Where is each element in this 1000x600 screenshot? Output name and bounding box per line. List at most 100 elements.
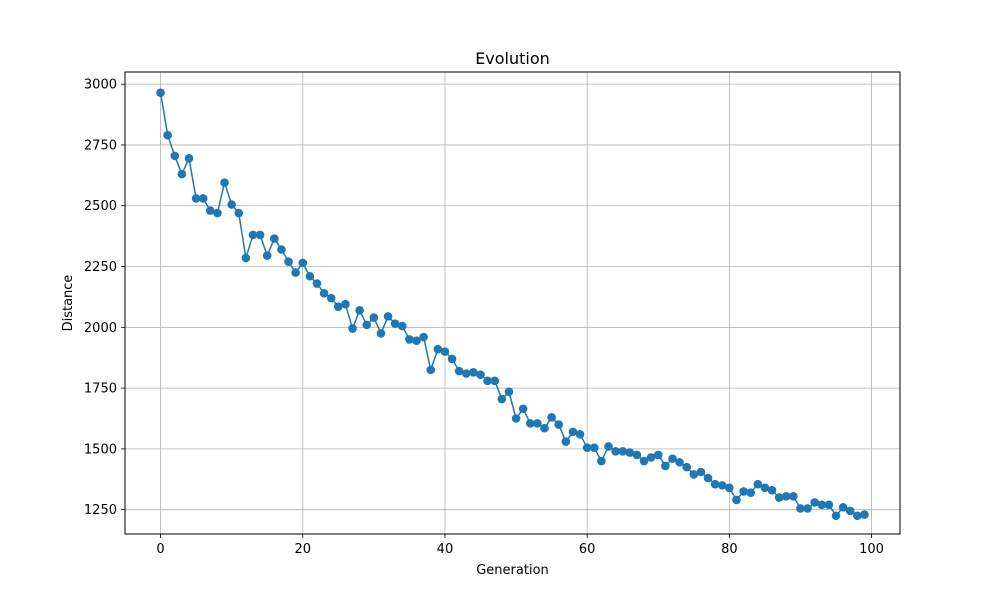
data-point — [710, 479, 720, 489]
data-point — [440, 347, 450, 356]
y-tick-label: 1250 — [84, 503, 117, 518]
data-point — [326, 293, 336, 303]
data-point — [589, 443, 599, 452]
data-point — [447, 354, 457, 364]
data-point — [810, 498, 819, 507]
y-axis-label: Distance — [61, 275, 76, 332]
data-point — [362, 320, 372, 330]
data-point — [348, 324, 357, 333]
plot-frame — [124, 71, 901, 535]
chart-title: Evolution — [475, 49, 550, 68]
data-point — [540, 423, 549, 433]
data-point — [838, 502, 848, 512]
data-point — [547, 412, 556, 422]
data-point — [725, 483, 734, 493]
y-tick-label: 2250 — [84, 260, 117, 275]
data-point — [582, 443, 592, 452]
data-point — [277, 245, 286, 254]
data-point — [518, 404, 528, 414]
x-tick-label: 100 — [859, 542, 884, 557]
data-point — [419, 332, 428, 342]
data-point — [298, 258, 308, 268]
data-point — [213, 208, 222, 218]
data-point — [760, 483, 770, 493]
y-tick-label: 1500 — [84, 442, 117, 457]
x-tick-label: 60 — [579, 542, 596, 557]
data-point — [661, 461, 670, 471]
data-point — [170, 151, 180, 161]
data-point — [483, 376, 492, 386]
data-point — [405, 335, 414, 344]
x-axis-label: Generation — [476, 563, 549, 578]
data-point — [739, 487, 748, 496]
y-tick-label: 2750 — [84, 138, 117, 153]
data-point — [262, 251, 272, 260]
data-point — [767, 485, 777, 495]
data-point — [234, 208, 244, 218]
data-point — [817, 500, 827, 510]
data-point — [803, 504, 812, 513]
data-point — [575, 430, 585, 439]
data-point — [341, 299, 350, 309]
data-point — [853, 511, 862, 521]
data-point — [732, 495, 741, 505]
data-point — [618, 447, 628, 456]
data-point — [383, 312, 393, 321]
data-point — [469, 368, 478, 377]
data-point — [717, 481, 727, 490]
data-point — [177, 169, 187, 179]
data-point — [248, 230, 258, 240]
data-point — [682, 462, 691, 472]
series-1 — [156, 88, 869, 521]
data-point — [845, 506, 855, 516]
data-point — [184, 154, 194, 163]
data-point — [781, 492, 791, 501]
data-point — [490, 376, 500, 386]
x-tick-label: 0 — [156, 542, 164, 557]
data-point — [831, 511, 841, 521]
data-point — [653, 450, 663, 460]
data-point — [611, 447, 620, 456]
data-point — [397, 321, 407, 331]
y-tick-label: 2000 — [84, 321, 117, 336]
data-point — [753, 479, 763, 489]
data-point — [504, 387, 514, 397]
data-point — [191, 194, 201, 203]
data-point — [632, 450, 642, 460]
data-point — [461, 369, 471, 378]
data-point — [561, 437, 571, 446]
data-point — [270, 234, 279, 243]
data-point — [746, 488, 755, 497]
data-point — [426, 365, 436, 375]
data-point — [198, 194, 208, 203]
data-point — [220, 178, 229, 187]
x-tick-label: 80 — [721, 542, 738, 557]
data-point — [291, 268, 300, 277]
data-point — [433, 344, 443, 354]
x-tick-label: 40 — [437, 542, 454, 557]
data-point — [554, 420, 564, 429]
y-tick-label: 3000 — [84, 78, 117, 93]
data-point — [639, 456, 649, 466]
data-point — [604, 442, 613, 451]
data-point — [284, 257, 293, 266]
data-point — [568, 427, 578, 437]
data-point — [163, 130, 172, 140]
data-point — [497, 394, 507, 404]
data-point — [305, 271, 315, 281]
data-point — [412, 336, 421, 345]
data-point — [511, 414, 521, 423]
data-point — [860, 510, 869, 519]
x-tick-label: 20 — [294, 542, 311, 557]
data-point — [625, 448, 635, 457]
data-point — [227, 200, 236, 209]
data-point — [319, 288, 329, 298]
data-point — [241, 253, 251, 263]
data-point — [376, 329, 386, 338]
data-point — [597, 456, 606, 466]
data-point — [703, 473, 713, 483]
axis-ticks: 0 20 40 60 80 100 1250 1500 1750 2000 2250 2500 2750… — [84, 78, 884, 557]
y-tick-label: 2500 — [84, 199, 117, 214]
